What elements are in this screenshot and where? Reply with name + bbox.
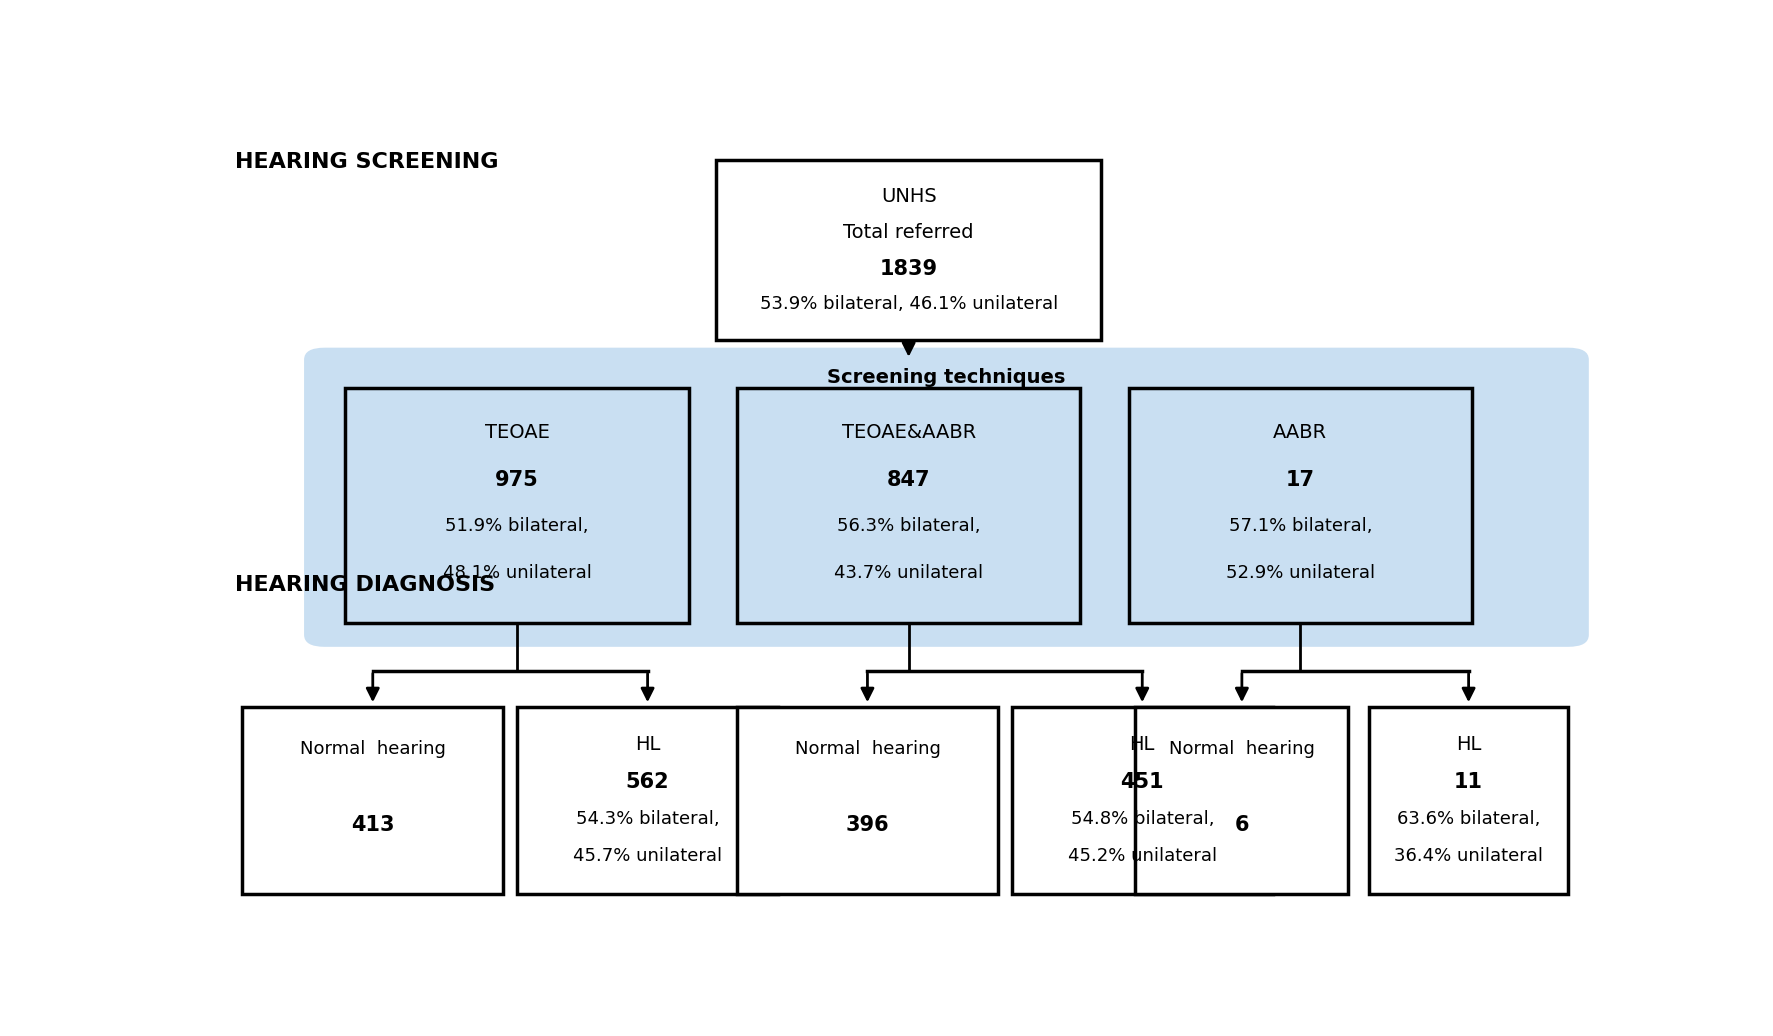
Text: 451: 451 <box>1121 772 1165 793</box>
FancyBboxPatch shape <box>1012 707 1273 894</box>
FancyBboxPatch shape <box>243 707 504 894</box>
FancyBboxPatch shape <box>1135 707 1349 894</box>
Text: 413: 413 <box>351 815 395 835</box>
Text: 63.6% bilateral,: 63.6% bilateral, <box>1397 810 1541 828</box>
Text: 1839: 1839 <box>879 259 938 279</box>
Text: HEARING SCREENING: HEARING SCREENING <box>236 152 498 172</box>
Text: 562: 562 <box>626 772 670 793</box>
Text: 51.9% bilateral,: 51.9% bilateral, <box>445 517 589 535</box>
Text: Total referred: Total referred <box>844 223 973 242</box>
Text: TEOAE&AABR: TEOAE&AABR <box>842 423 975 442</box>
Text: HEARING DIAGNOSIS: HEARING DIAGNOSIS <box>236 575 495 595</box>
Text: Normal  hearing: Normal hearing <box>1168 741 1316 758</box>
FancyBboxPatch shape <box>1369 707 1569 894</box>
Text: 56.3% bilateral,: 56.3% bilateral, <box>837 517 980 535</box>
Text: 43.7% unilateral: 43.7% unilateral <box>833 564 984 582</box>
FancyBboxPatch shape <box>738 707 998 894</box>
Text: 45.2% unilateral: 45.2% unilateral <box>1067 847 1216 865</box>
Text: Normal  hearing: Normal hearing <box>300 741 445 758</box>
Text: Normal  hearing: Normal hearing <box>794 741 940 758</box>
FancyBboxPatch shape <box>518 707 778 894</box>
Text: 53.9% bilateral, 46.1% unilateral: 53.9% bilateral, 46.1% unilateral <box>759 295 1058 313</box>
Text: AABR: AABR <box>1273 423 1328 442</box>
Text: 847: 847 <box>886 470 931 490</box>
Text: 36.4% unilateral: 36.4% unilateral <box>1394 847 1543 865</box>
Text: 54.8% bilateral,: 54.8% bilateral, <box>1071 810 1215 828</box>
Text: 6: 6 <box>1234 815 1250 835</box>
Text: HL: HL <box>635 735 660 754</box>
Text: Screening techniques: Screening techniques <box>826 368 1066 386</box>
Text: 45.7% unilateral: 45.7% unilateral <box>573 847 722 865</box>
Text: 975: 975 <box>495 470 539 490</box>
FancyBboxPatch shape <box>716 161 1101 340</box>
Text: 52.9% unilateral: 52.9% unilateral <box>1225 564 1374 582</box>
Text: 48.1% unilateral: 48.1% unilateral <box>443 564 592 582</box>
Text: 57.1% bilateral,: 57.1% bilateral, <box>1229 517 1372 535</box>
FancyBboxPatch shape <box>1129 387 1472 623</box>
Text: 54.3% bilateral,: 54.3% bilateral, <box>576 810 720 828</box>
Text: TEOAE: TEOAE <box>484 423 550 442</box>
FancyBboxPatch shape <box>346 387 690 623</box>
Text: 17: 17 <box>1285 470 1316 490</box>
Text: HL: HL <box>1129 735 1154 754</box>
Text: 11: 11 <box>1454 772 1482 793</box>
FancyBboxPatch shape <box>738 387 1080 623</box>
Text: 396: 396 <box>846 815 890 835</box>
FancyBboxPatch shape <box>305 348 1589 646</box>
Text: UNHS: UNHS <box>881 188 936 206</box>
Text: HL: HL <box>1456 735 1480 754</box>
